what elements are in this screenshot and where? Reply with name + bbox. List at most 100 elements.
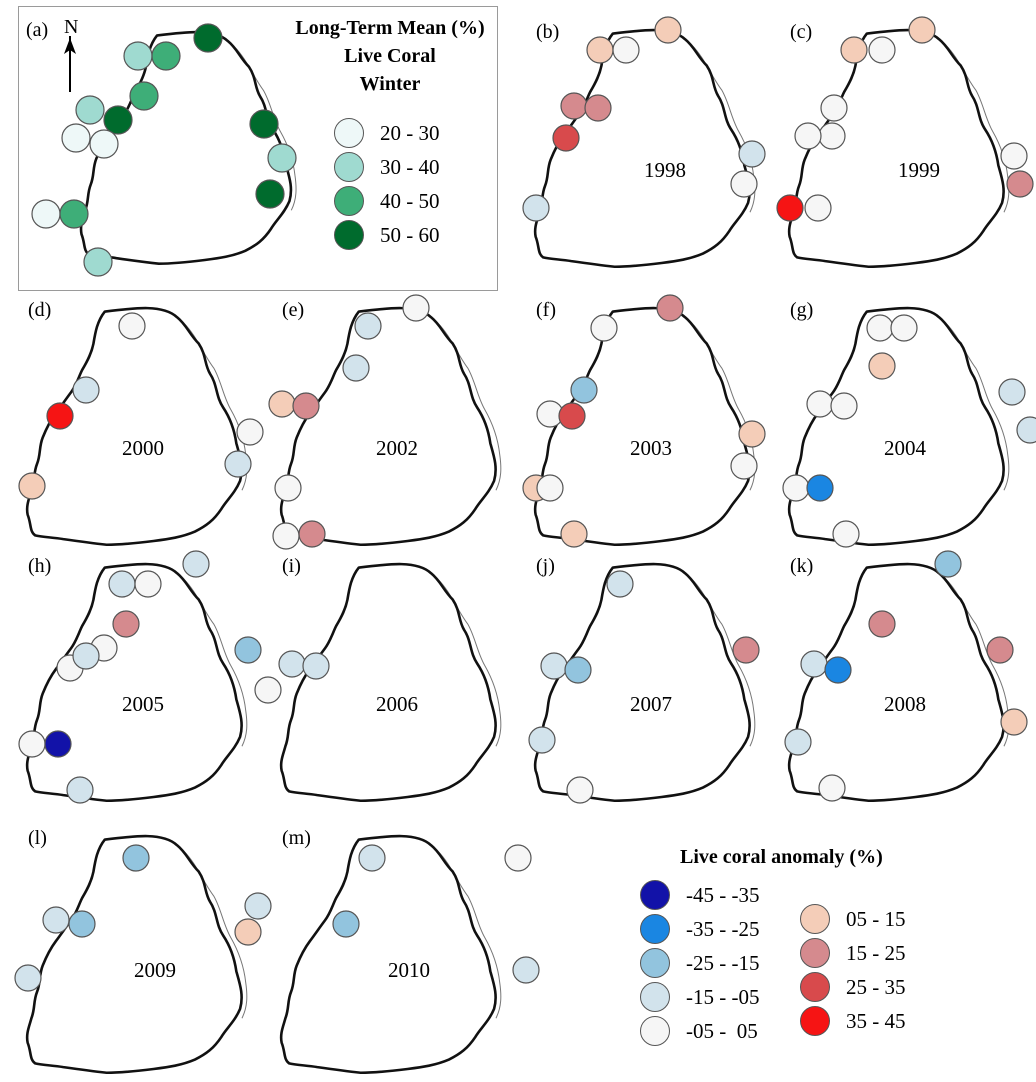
anomaly-site-marker — [804, 194, 832, 222]
anomaly-legend-label: 05 - 15 — [846, 906, 906, 931]
anomaly-site-marker — [522, 194, 550, 222]
panel-year: 2008 — [884, 692, 926, 716]
anomaly-map-panel: (d) 2000 — [14, 294, 264, 554]
long-term-mean-panel — [18, 6, 498, 291]
panel-label: (k) — [790, 555, 814, 577]
anomaly-site-marker — [1006, 170, 1034, 198]
anomaly-map-svg — [18, 550, 282, 804]
anomaly-legend-label: 25 - 35 — [846, 974, 906, 999]
anomaly-site-marker — [584, 94, 612, 122]
panel-label: (m) — [282, 827, 311, 849]
ltm-site-marker — [193, 23, 223, 53]
panel-label: (e) — [282, 299, 305, 321]
ltm-legend-item: 20 - 30 — [334, 118, 440, 148]
anomaly-site-marker — [68, 910, 96, 938]
coastline — [281, 564, 496, 801]
coastline — [535, 30, 750, 267]
anomaly-map-svg — [278, 550, 518, 810]
panel-year: 1998 — [644, 158, 686, 182]
reef-line — [438, 579, 501, 746]
anomaly-legend-swatch — [640, 982, 670, 1012]
anomaly-site-marker — [986, 636, 1014, 664]
panel-year: 2002 — [376, 436, 418, 460]
anomaly-legend-label: -25 - -15 — [686, 950, 760, 975]
anomaly-site-marker — [18, 472, 46, 500]
anomaly-site-marker — [800, 650, 828, 678]
panel-label: (f) — [536, 299, 556, 321]
anomaly-site-marker — [278, 650, 306, 678]
coastline — [281, 308, 496, 545]
anomaly-site-marker — [122, 844, 150, 872]
anomaly-map-panel: (i) 2006 — [268, 550, 518, 810]
coastline — [281, 836, 496, 1073]
anomaly-site-marker — [818, 122, 846, 150]
anomaly-legend-title: Live coral anomaly (%) — [680, 846, 883, 868]
anomaly-site-marker — [108, 570, 136, 598]
ltm-site-marker — [129, 81, 159, 111]
anomaly-map-panel: (c) 1999 — [776, 16, 1034, 276]
anomaly-site-marker — [890, 314, 918, 342]
panel-label-a: (a) — [26, 19, 49, 41]
anomaly-site-marker — [560, 92, 588, 120]
panel-year: 2007 — [630, 692, 672, 716]
anomaly-legend-label: 15 - 25 — [846, 940, 906, 965]
anomaly-site-marker — [342, 354, 370, 382]
anomaly-map-svg — [776, 16, 1034, 276]
anomaly-legend-item: 25 - 35 — [800, 972, 906, 1002]
anomaly-site-marker — [224, 450, 252, 478]
anomaly-site-marker — [358, 844, 386, 872]
anomaly-site-marker — [244, 892, 272, 920]
anomaly-site-marker — [536, 474, 564, 502]
anomaly-map-panel: (f) 2003 — [522, 294, 772, 554]
anomaly-site-marker — [540, 652, 568, 680]
panel-year: 2005 — [122, 692, 164, 716]
reef-line — [184, 579, 247, 746]
anomaly-site-marker — [298, 520, 326, 548]
long-term-mean-title-line-2: Live Coral — [344, 45, 436, 67]
panel-year: 2009 — [134, 958, 176, 982]
anomaly-site-marker — [776, 194, 804, 222]
anomaly-site-marker — [44, 730, 72, 758]
anomaly-site-marker — [824, 656, 852, 684]
figure-root: (a) N Long-Term Mean (%) Live Coral Wint… — [14, 6, 1036, 1055]
coastline — [789, 30, 1004, 267]
anomaly-site-marker — [292, 392, 320, 420]
anomaly-site-marker — [272, 522, 300, 550]
anomaly-site-marker — [512, 956, 540, 984]
anomaly-legend-label: -05 - 05 — [686, 1018, 758, 1043]
anomaly-map-svg — [268, 294, 518, 550]
ltm-legend-swatch — [334, 152, 364, 182]
anomaly-map-svg — [18, 294, 264, 554]
anomaly-map-panel: (k) 2008 — [776, 550, 1028, 810]
anomaly-site-marker — [738, 140, 766, 168]
anomaly-site-marker — [612, 36, 640, 64]
ltm-site-marker — [103, 105, 133, 135]
anomaly-site-marker — [560, 520, 588, 548]
ltm-site-marker — [75, 95, 105, 125]
anomaly-site-marker — [606, 570, 634, 598]
anomaly-legend-item: -45 - -35 — [640, 880, 759, 910]
panel-label: (d) — [28, 299, 52, 321]
north-label: N — [64, 16, 79, 38]
anomaly-legend-item: 05 - 15 — [800, 904, 906, 934]
panel-year: 2003 — [630, 436, 672, 460]
anomaly-site-marker — [354, 312, 382, 340]
anomaly-site-marker — [1000, 142, 1028, 170]
anomaly-site-marker — [72, 376, 100, 404]
anomaly-map-panel: (g) 2004 — [776, 294, 1036, 554]
anomaly-site-marker — [738, 420, 766, 448]
anomaly-map-svg — [268, 822, 540, 1082]
anomaly-site-marker — [830, 392, 858, 420]
anomaly-site-marker — [654, 16, 682, 44]
coastline — [27, 836, 242, 1073]
anomaly-site-marker — [182, 550, 210, 578]
panel-label: (g) — [790, 299, 814, 321]
reef-line — [946, 323, 1009, 490]
anomaly-site-marker — [566, 776, 594, 804]
anomaly-site-marker — [1000, 708, 1028, 736]
anomaly-site-marker — [558, 402, 586, 430]
anomaly-legend-swatch — [640, 880, 670, 910]
ltm-site-marker — [255, 179, 285, 209]
anomaly-site-marker — [794, 122, 822, 150]
anomaly-site-marker — [18, 730, 46, 758]
